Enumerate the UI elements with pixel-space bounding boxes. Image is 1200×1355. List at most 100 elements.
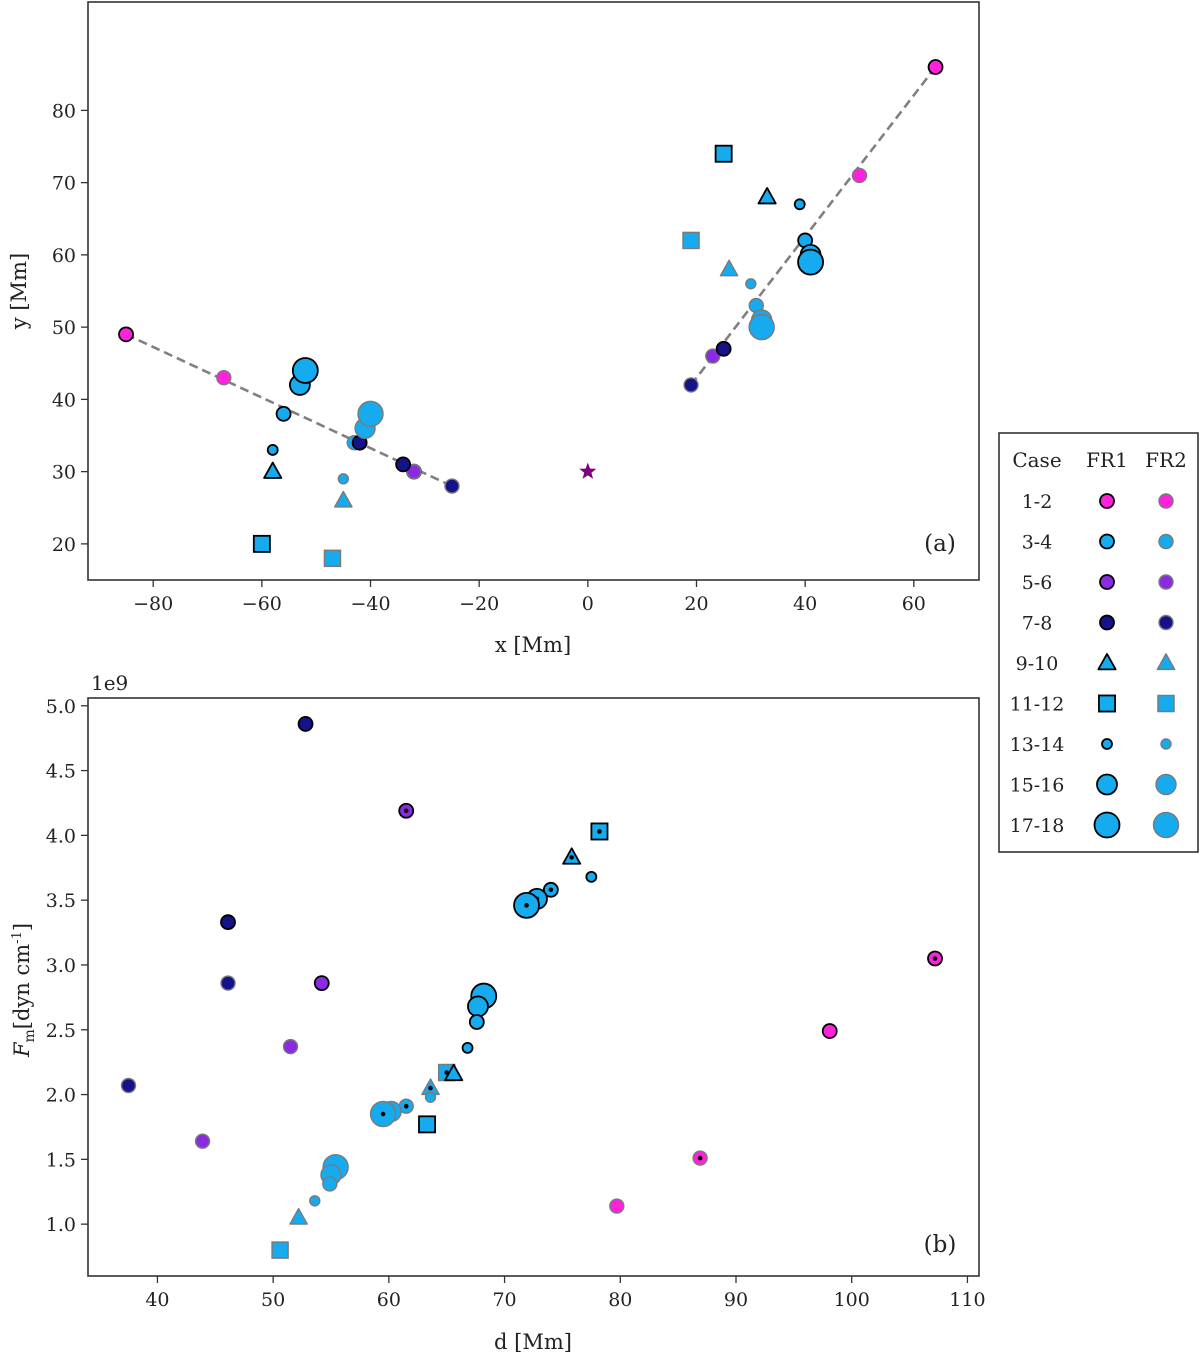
- legend-marker-fr2-shape: [1158, 574, 1174, 590]
- panel-a-ticks: −80 −60 −40 −20 0 20 40 60 20 30 40 50 60 70 80: [52, 100, 926, 615]
- pa-x-tick-label: 60: [902, 593, 926, 615]
- pb-x-tick-label: 90: [724, 1289, 748, 1311]
- legend-case-label: 7-8: [1022, 613, 1053, 635]
- point-case-1-2-fr2: [851, 167, 868, 184]
- legend-marker-fr2-shape: [1158, 493, 1174, 509]
- pa-x-tick-label: −40: [350, 593, 390, 615]
- point-case-9-10-fr1: [263, 461, 283, 479]
- point-case-13-14-fr2-shape: [424, 1091, 437, 1103]
- legend-marker-fr2: [1160, 738, 1172, 750]
- legend-marker-fr1-shape: [1099, 533, 1115, 550]
- point-case-5-6-fr2-shape: [406, 463, 422, 480]
- legend-marker-fr2-shape: [1158, 614, 1174, 631]
- pa-x-tick-label: 20: [684, 593, 708, 615]
- point-case-11-12-fr2: [271, 1241, 289, 1259]
- legend-marker-fr2: [1158, 533, 1174, 550]
- panel-a-scatter-plot: −80 −60 −40 −20 0 20 40 60 20 30 40 50 60 70 80 (a) x …: [7, 1, 980, 657]
- legend-case-label: 3-4: [1022, 532, 1053, 554]
- point-case-17-18-fr2-shape: [357, 400, 384, 428]
- legend-marker-fr1: [1093, 811, 1121, 839]
- panel-a-markers: [118, 59, 944, 568]
- pb-x-tick-label: 70: [492, 1289, 516, 1311]
- point-case-17-18-fr2: [357, 400, 384, 428]
- point-case-13-14-fr1: [585, 870, 598, 883]
- legend-row-11-12: 11-12: [1010, 694, 1175, 716]
- point-case-7-8-fr1: [220, 914, 236, 931]
- point-case-11-12-fr1-shape: [418, 1115, 436, 1134]
- pb-y-tick-label: 2.5: [46, 1020, 76, 1042]
- pb-x-tick-label: 100: [834, 1289, 870, 1311]
- point-case-9-10-fr2: [334, 490, 353, 508]
- point-case-15-16-fr1: [467, 995, 489, 1018]
- legend-case-label: 17-18: [1010, 815, 1065, 837]
- panel-b-label: (b): [924, 1232, 957, 1258]
- point-case-1-2-fr2: [692, 1150, 708, 1166]
- legend-header-fr1: FR1: [1086, 448, 1128, 472]
- point-case-15-16-fr1-shape: [467, 995, 489, 1018]
- point-case-5-6-fr2: [282, 1038, 299, 1055]
- point-case-7-8-fr2: [120, 1077, 137, 1094]
- point-case-7-8-fr1-shape: [220, 914, 236, 931]
- pa-x-tick-label: 40: [793, 593, 817, 615]
- legend-marker-fr1: [1098, 694, 1116, 713]
- point-case-5-6-fr2-shape: [705, 348, 721, 364]
- point-case-13-14-fr2-shape: [745, 278, 757, 290]
- point-case-13-14-fr1-shape: [585, 870, 598, 883]
- panel-a-frame: [87, 1, 980, 581]
- legend-marker-fr1-shape: [1101, 738, 1113, 750]
- point-case-9-10-fr1: [444, 1063, 464, 1082]
- point-case-17-18-fr1-center-dot: [524, 903, 529, 908]
- point-case-17-18-fr1: [291, 357, 319, 384]
- point-case-3-4-fr1-shape: [468, 1014, 485, 1030]
- point-case-1-2-fr1: [927, 59, 944, 75]
- point-case-13-14-fr1-shape: [793, 198, 806, 211]
- pa-y-tick-label: 70: [52, 173, 76, 195]
- point-case-5-6-fr2: [194, 1133, 211, 1149]
- legend-case-label: 5-6: [1022, 572, 1053, 594]
- legend-marker-fr2-shape: [1156, 653, 1176, 671]
- legend-marker-fr2: [1158, 614, 1174, 631]
- point-case-7-8-fr2-shape: [683, 377, 699, 393]
- point-case-7-8-fr2-shape: [444, 478, 460, 494]
- legend-case-label: 15-16: [1010, 775, 1065, 797]
- panel-b-y-multiplier: 1e9: [91, 671, 128, 695]
- legend-marker-fr2-shape: [1158, 533, 1174, 550]
- point-case-13-14-fr2-shape: [337, 473, 350, 485]
- point-case-9-10-fr1-center-dot: [569, 855, 574, 860]
- point-case-13-14-fr2: [309, 1195, 321, 1207]
- pb-y-tick-label: 3.0: [46, 955, 76, 977]
- point-case-17-18-fr2-shape: [748, 313, 775, 341]
- legend-marker-fr1-shape: [1096, 773, 1118, 796]
- legend-marker-fr2-shape: [1157, 694, 1175, 713]
- point-case-1-2-fr2-shape: [851, 167, 868, 184]
- point-case-11-12-fr2: [682, 231, 700, 250]
- point-case-11-12-fr2-shape: [271, 1241, 289, 1259]
- legend-marker-fr1-shape: [1099, 493, 1115, 509]
- panel-b-markers: [120, 716, 943, 1259]
- pb-y-tick-label: 4.5: [46, 761, 76, 783]
- point-case-7-8-fr1-shape: [297, 716, 314, 732]
- point-case-11-12-fr1: [714, 144, 733, 163]
- point-case-13-14-fr1-shape: [266, 444, 279, 456]
- legend-marker-fr1: [1097, 653, 1117, 671]
- point-case-11-12-fr2: [323, 549, 342, 568]
- point-case-11-12-fr1: [590, 822, 609, 841]
- point-case-13-14-fr1-shape: [461, 1042, 474, 1054]
- point-case-5-6-fr2-shape: [282, 1038, 299, 1055]
- pa-x-tick-label: −60: [242, 593, 282, 615]
- legend-case-label: 9-10: [1016, 653, 1059, 675]
- point-case-7-8-fr2: [444, 478, 460, 494]
- pa-x-tick-label: 0: [582, 593, 594, 615]
- legend-row-13-14: 13-14: [1010, 734, 1172, 756]
- point-case-9-10-fr2-center-dot: [428, 1085, 433, 1091]
- point-case-9-10-fr2-shape: [289, 1207, 308, 1225]
- point-case-1-2-fr1-shape: [927, 59, 944, 75]
- star-marker: [579, 462, 597, 479]
- panel-b-x-axis-label: d [Mm]: [494, 1330, 572, 1354]
- point-case-1-2-fr2: [216, 370, 232, 386]
- point-case-13-14-fr2-shape: [309, 1195, 321, 1207]
- point-case-1-2-fr2-shape: [216, 370, 232, 386]
- legend-row-1-2: 1-2: [1022, 491, 1174, 513]
- point-case-9-10-fr2: [289, 1207, 308, 1225]
- panel-b-y-axis-label: Fm[dyn cm-1]: [10, 923, 38, 1058]
